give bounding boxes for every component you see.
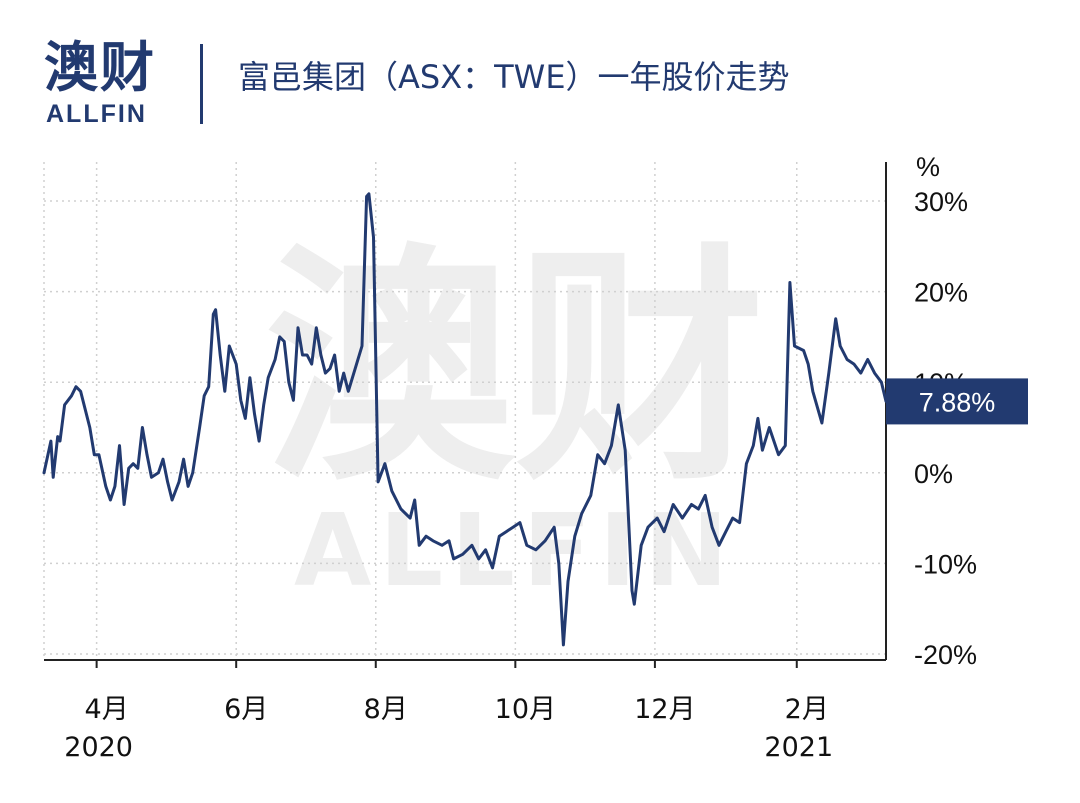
- x-tick-year: 2020: [64, 732, 133, 763]
- x-tick-label: 2月: [785, 694, 829, 725]
- last-value-badge-bg: [886, 378, 1028, 425]
- x-tick-label: 6月: [224, 694, 268, 725]
- x-tick-year: 2021: [764, 732, 833, 763]
- watermark-cn: 澳财: [265, 223, 765, 514]
- brand-logo-chinese: 澳财: [44, 36, 156, 99]
- x-tick-label: 10月: [495, 694, 556, 725]
- brand-logo-english: ALLFIN: [46, 100, 147, 128]
- x-axis-ticks: 4月 2020 6月 8月 10月 12月 2月 2021: [64, 660, 833, 763]
- y-axis-ticks: %30%20%10%0%-10%-20%: [914, 152, 977, 670]
- y-tick-label: 20%: [914, 278, 968, 308]
- last-value-label: 7.88%: [919, 387, 996, 417]
- series: [42, 192, 888, 647]
- y-tick-label: -20%: [914, 640, 977, 670]
- x-tick-label: 4月: [85, 694, 129, 725]
- series-line: [42, 192, 888, 647]
- watermark: 澳财 ALLFIN: [265, 223, 765, 609]
- header-divider: [200, 44, 203, 124]
- y-tick-label: -10%: [914, 549, 977, 579]
- chart-header: 澳财 ALLFIN 富邑集团（ASX：TWE）一年股价走势: [0, 0, 1080, 140]
- watermark-en: ALLFIN: [294, 492, 736, 609]
- x-tick-label: 12月: [634, 694, 695, 725]
- grid: [43, 162, 886, 660]
- x-tick-label: 8月: [364, 694, 408, 725]
- last-value-badge: 7.88%: [886, 378, 1028, 425]
- y-tick-label: 30%: [914, 187, 968, 217]
- y-axis-unit: %: [916, 152, 940, 182]
- y-tick-label: 0%: [914, 459, 953, 489]
- chart-title: 富邑集团（ASX：TWE）一年股价走势: [238, 58, 790, 96]
